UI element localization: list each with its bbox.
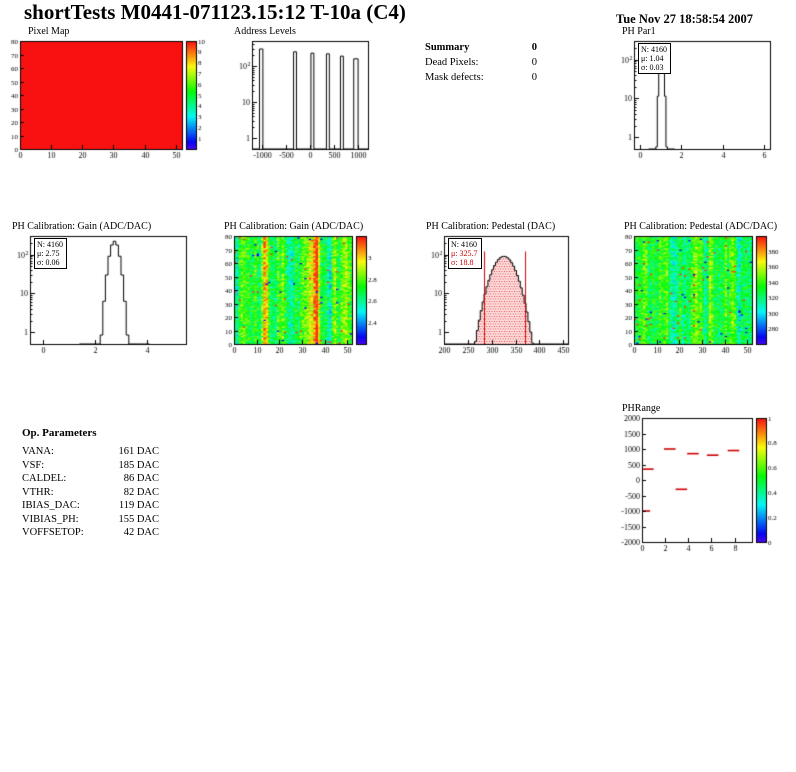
op-param-value: 185 DAC <box>118 459 159 471</box>
stats-sigma: σ: 0.06 <box>37 258 60 267</box>
stats-mean: μ: 1.04 <box>641 54 664 63</box>
dead-pixels-value: 0 <box>531 57 537 68</box>
op-param-label: IBIAS_DAC: <box>22 500 80 511</box>
summary-value: 0 <box>531 42 537 53</box>
op-parameters-title: Op. Parameters <box>22 427 97 439</box>
pedestal-hist-title: PH Calibration: Pedestal (DAC) <box>426 221 556 232</box>
ph-range-canvas <box>612 415 796 555</box>
summary-header-row: Summary 0 <box>425 42 537 53</box>
dead-pixels-label: Dead Pixels: <box>425 57 479 68</box>
ph-par1-chart: PH Par1 N: 4160 μ: 1.04 σ: 0.03 <box>608 26 776 164</box>
op-param-row: CALDEL: 86 DAC <box>22 472 159 486</box>
gain-hist-chart: PH Calibration: Gain (ADC/DAC) N: 4160 μ… <box>4 221 192 359</box>
summary-block: Summary 0 Dead Pixels: 0 Mask defects: 0 <box>425 42 575 87</box>
summary-row-dead-pixels: Dead Pixels: 0 <box>425 57 537 68</box>
op-param-value: 119 DAC <box>118 500 159 511</box>
ph-par1-stats-box: N: 4160 μ: 1.04 σ: 0.03 <box>638 43 671 74</box>
page-title: shortTests M0441-071123.15:12 T-10a (C4) <box>24 0 406 24</box>
pixel-map-chart: Pixel Map <box>2 26 226 164</box>
summary-title: Summary <box>425 42 470 53</box>
gain-map-title: PH Calibration: Gain (ADC/DAC) <box>224 221 364 232</box>
address-levels-title: Address Levels <box>234 26 296 37</box>
stats-entries: N: 4160 <box>451 240 477 249</box>
mask-defects-label: Mask defects: <box>425 72 484 83</box>
op-param-row: VIBIAS_PH: 155 DAC <box>22 513 159 527</box>
address-levels-chart: Address Levels <box>226 26 374 164</box>
op-param-value: 82 DAC <box>123 486 159 498</box>
address-levels-canvas <box>226 38 374 162</box>
pedestal-map-chart: PH Calibration: Pedestal (ADC/DAC) <box>616 221 796 359</box>
ph-range-title: PHRange <box>622 403 661 414</box>
timestamp: Tue Nov 27 18:58:54 2007 <box>616 12 754 26</box>
stats-entries: N: 4160 <box>37 240 63 249</box>
gain-hist-stats-box: N: 4160 μ: 2.75 σ: 0.06 <box>34 238 67 269</box>
stats-entries: N: 4160 <box>641 45 667 54</box>
pixel-map-canvas <box>2 38 226 162</box>
op-param-row: VANA: 161 DAC <box>22 445 159 459</box>
op-parameters-block: Op. Parameters VANA: 161 DAC VSF: 185 DA… <box>22 427 172 540</box>
ph-par1-title: PH Par1 <box>622 26 656 37</box>
pixel-map-title: Pixel Map <box>28 26 70 37</box>
stats-mean: μ: 2.75 <box>37 249 60 258</box>
pedestal-hist-chart: PH Calibration: Pedestal (DAC) N: 4160 μ… <box>418 221 574 359</box>
op-param-label: VIBIAS_PH: <box>22 513 79 525</box>
ph-par1-canvas <box>608 38 776 162</box>
ph-range-chart: PHRange <box>612 403 796 555</box>
op-param-row: IBIAS_DAC: 119 DAC <box>22 499 159 513</box>
pedestal-map-title: PH Calibration: Pedestal (ADC/DAC) <box>624 221 778 232</box>
op-param-label: VOFFSETOP: <box>22 527 84 538</box>
op-param-label: VSF: <box>22 459 45 471</box>
pedestal-hist-stats-box: N: 4160 μ: 325.7 σ: 18.8 <box>448 238 482 269</box>
op-param-value: 42 DAC <box>123 527 159 538</box>
op-param-label: CALDEL: <box>22 473 67 484</box>
op-param-label: VTHR: <box>22 486 54 498</box>
gain-hist-canvas <box>4 233 192 357</box>
stats-mean: μ: 325.7 <box>451 249 478 258</box>
mask-defects-value: 0 <box>531 72 537 83</box>
stats-sigma: σ: 0.03 <box>641 63 664 72</box>
op-param-value: 161 DAC <box>118 446 159 457</box>
op-param-value: 86 DAC <box>123 473 159 484</box>
op-param-value: 155 DAC <box>118 513 159 525</box>
summary-row-mask-defects: Mask defects: 0 <box>425 72 537 83</box>
pedestal-map-canvas <box>616 233 796 357</box>
op-param-row: VTHR: 82 DAC <box>22 486 159 500</box>
gain-map-canvas <box>216 233 396 357</box>
op-param-row: VSF: 185 DAC <box>22 459 159 473</box>
pedestal-hist-canvas <box>418 233 574 357</box>
gain-hist-title: PH Calibration: Gain (ADC/DAC) <box>12 221 152 232</box>
gain-map-chart: PH Calibration: Gain (ADC/DAC) <box>216 221 396 359</box>
op-param-row: VOFFSETOP: 42 DAC <box>22 526 159 540</box>
stats-sigma: σ: 18.8 <box>451 258 474 267</box>
op-param-label: VANA: <box>22 446 54 457</box>
